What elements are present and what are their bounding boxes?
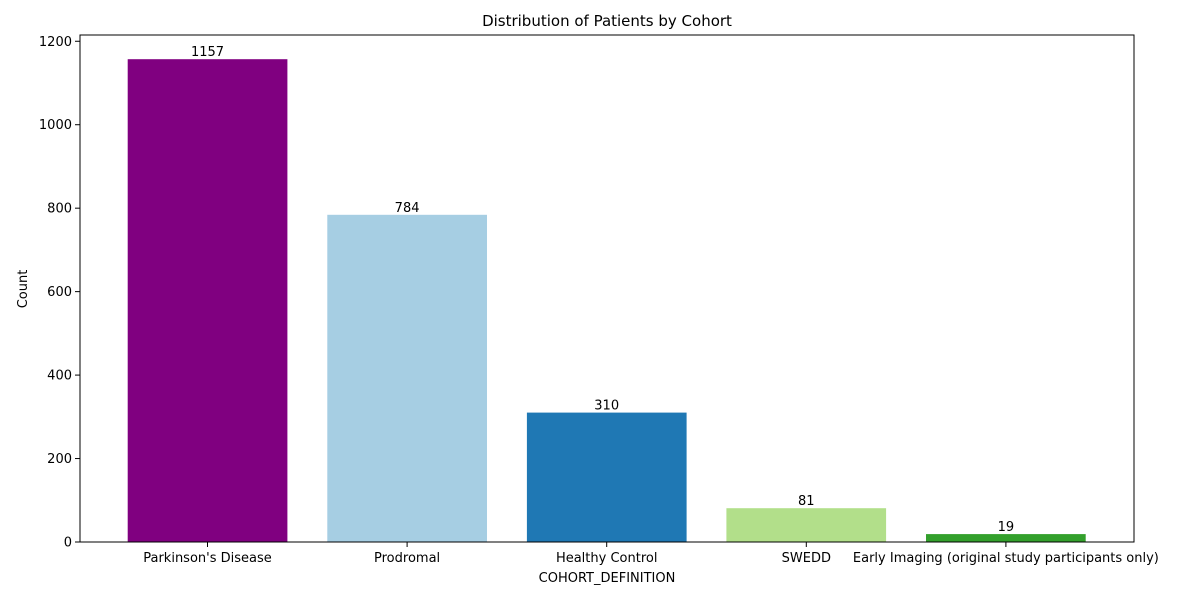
y-tick-label-0: 0 — [64, 536, 72, 551]
x-tick-label-4: SWEDD — [782, 551, 831, 566]
y-tick-label-1000: 1000 — [39, 118, 72, 133]
y-axis-label: Count — [16, 270, 31, 309]
y-tick-label-600: 600 — [47, 285, 72, 300]
bar-5 — [926, 534, 1086, 542]
bar-4 — [726, 508, 887, 542]
x-tick-label-5: Early Imaging (original study participan… — [853, 551, 1159, 566]
y-tick-label-200: 200 — [47, 452, 72, 467]
x-tick-label-1: Parkinson's Disease — [143, 551, 272, 566]
bars-group — [127, 59, 1086, 543]
bar-value-label-5: 19 — [998, 520, 1015, 535]
x-axis: Parkinson's Disease Prodromal Healthy Cont… — [143, 542, 1159, 566]
y-tick-label-800: 800 — [47, 202, 72, 217]
y-tick-label-400: 400 — [47, 369, 72, 384]
bar-value-label-3: 310 — [594, 399, 619, 414]
x-tick-label-3: Healthy Control — [556, 551, 658, 566]
x-axis-label: COHORT_DEFINITION — [539, 571, 676, 586]
y-axis: 0 200 400 600 800 1000 1200 — [39, 35, 80, 551]
y-tick-label-1200: 1200 — [39, 35, 72, 50]
bar-value-label-2: 784 — [395, 201, 420, 216]
x-tick-label-2: Prodromal — [374, 551, 440, 566]
bar-value-label-1: 1157 — [191, 45, 224, 60]
bar-value-labels: 1157 784 310 81 19 — [191, 45, 1014, 535]
bar-value-label-4: 81 — [798, 494, 815, 509]
bar-1 — [127, 59, 288, 542]
bar-2 — [327, 214, 487, 543]
chart-title: Distribution of Patients by Cohort — [482, 12, 732, 30]
bar-3 — [526, 412, 687, 542]
